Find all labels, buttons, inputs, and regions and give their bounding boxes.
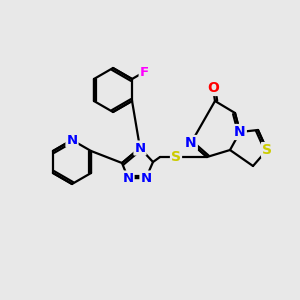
Text: F: F	[140, 65, 149, 79]
Text: N: N	[66, 134, 78, 146]
Text: N: N	[185, 136, 197, 150]
Text: N: N	[140, 172, 152, 184]
Text: O: O	[207, 81, 219, 95]
Text: S: S	[171, 150, 181, 164]
Text: S: S	[262, 143, 272, 157]
Text: N: N	[122, 172, 134, 184]
Text: N: N	[134, 142, 146, 154]
Text: N: N	[234, 125, 246, 139]
